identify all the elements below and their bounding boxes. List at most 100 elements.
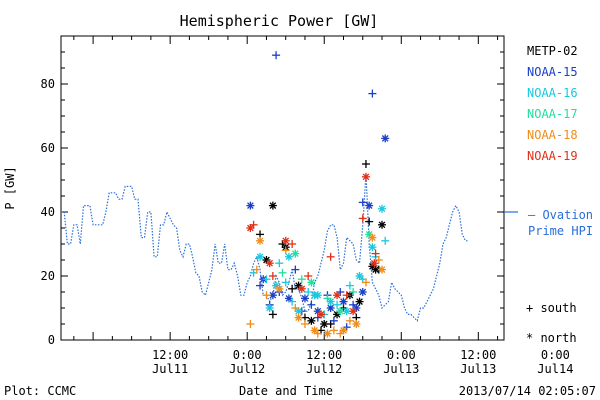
x-tick-label-date: Jul12	[306, 362, 342, 376]
marker-stroke	[314, 307, 322, 315]
south-point-marker	[326, 252, 335, 261]
marker-stroke	[295, 282, 302, 289]
legend-entry: NOAA-17	[527, 107, 578, 121]
north-point-marker	[246, 224, 255, 232]
marker-stroke	[352, 320, 360, 328]
north-point-marker	[256, 252, 265, 261]
south-point-marker	[333, 300, 342, 309]
south-point-marker	[281, 246, 290, 255]
north-point-marker	[339, 326, 348, 335]
marker-stroke	[378, 266, 386, 273]
x-tick-label-time: 12:00	[460, 348, 496, 362]
y-axis-label: P [GW]	[3, 166, 17, 209]
south-point-marker	[275, 259, 284, 268]
south-point-marker	[358, 214, 367, 223]
y-tick-label: 20	[41, 269, 55, 283]
south-point-marker	[361, 160, 370, 168]
south-point-marker	[358, 198, 367, 207]
north-point-marker	[349, 307, 358, 316]
marker-stroke	[340, 298, 347, 305]
marker-stroke	[340, 327, 347, 334]
south-point-marker	[297, 275, 306, 284]
x-tick-label-date: Jul12	[229, 362, 265, 376]
north-point-marker	[378, 265, 387, 274]
north-point-marker	[381, 134, 390, 143]
y-tick-label: 40	[41, 205, 55, 219]
x-tick-label-time: 12:00	[306, 348, 342, 362]
south-point-marker	[304, 272, 313, 280]
marker-stroke	[301, 295, 309, 302]
marker-stroke	[308, 279, 315, 286]
south-point-marker	[288, 284, 297, 293]
north-point-marker	[313, 291, 322, 300]
north-point-marker	[355, 272, 364, 280]
north-point-marker	[284, 252, 293, 261]
legend: METP-02 NOAA-15 NOAA-16 NOAA-17 NOAA-18 NOAA-…	[527, 44, 578, 163]
legend-entry: NOAA-18	[527, 128, 578, 142]
legend-entry: NOAA-16	[527, 86, 578, 100]
north-point-marker	[320, 320, 329, 328]
marker-stroke	[317, 311, 325, 318]
legend-entry: METP-02	[527, 44, 578, 58]
south-point-marker	[304, 288, 313, 296]
south-point-marker	[368, 89, 377, 98]
north-point-marker	[246, 201, 255, 210]
ovation-prime-hpi-line	[61, 173, 469, 322]
legend-entry: NOAA-15	[527, 65, 578, 79]
plot-frame	[60, 35, 505, 341]
footer-plot-credit: Plot: CCMC	[4, 384, 76, 398]
south-point-marker	[272, 51, 281, 60]
north-point-marker	[297, 284, 306, 293]
marker-stroke	[266, 304, 273, 312]
south-point-marker	[256, 281, 265, 290]
south-point-marker	[349, 288, 358, 296]
marker-stroke	[266, 259, 273, 267]
marker-stroke	[365, 231, 373, 238]
south-point-marker	[374, 256, 383, 264]
north-point-marker	[339, 297, 348, 306]
marker-stroke	[292, 250, 299, 257]
y-tick-label: 0	[48, 333, 55, 347]
marker-stroke	[343, 307, 351, 315]
north-point-marker	[378, 220, 387, 229]
marker-stroke	[314, 291, 322, 299]
north-point-marker	[323, 329, 332, 338]
x-axis-label: Date and Time	[239, 384, 333, 398]
north-point-marker	[368, 243, 377, 252]
marker-stroke	[311, 327, 318, 334]
marker-stroke	[378, 205, 386, 213]
south-point-marker	[288, 240, 297, 248]
south-point-marker	[268, 272, 277, 280]
south-point-marker	[291, 304, 300, 312]
marker-stroke	[324, 330, 331, 337]
marker-stroke	[247, 224, 254, 232]
marker-stroke	[282, 237, 290, 245]
south-point-marker	[361, 278, 370, 287]
marker-stroke	[263, 256, 270, 264]
north-point-marker	[352, 320, 361, 328]
y-tick-label: 60	[41, 141, 55, 155]
north-point-marker	[281, 236, 290, 245]
north-point-marker	[291, 249, 300, 258]
south-point-marker	[278, 268, 287, 277]
marker-stroke	[365, 202, 373, 209]
marker-stroke	[298, 285, 306, 293]
north-point-marker	[336, 307, 345, 316]
marker-stroke	[369, 243, 376, 251]
x-tick-label-date: Jul11	[152, 362, 188, 376]
marker-stroke	[295, 307, 302, 315]
x-tick-label-time: 0:00	[233, 348, 262, 362]
south-point-marker	[252, 265, 261, 274]
north-point-marker	[310, 326, 319, 335]
marker-stroke	[320, 320, 328, 328]
south-point-marker	[345, 316, 354, 325]
north-point-marker	[268, 201, 277, 210]
north-point-marker	[265, 259, 274, 268]
south-point-marker	[323, 294, 332, 303]
marker-legend-entry: + south	[526, 301, 577, 315]
south-point-marker	[365, 217, 374, 226]
south-point-marker	[307, 300, 316, 309]
south-point-marker	[291, 265, 300, 274]
x-axis-ticks: 12:00Jul110:00Jul1212:00Jul120:00Jul1312…	[73, 36, 573, 376]
